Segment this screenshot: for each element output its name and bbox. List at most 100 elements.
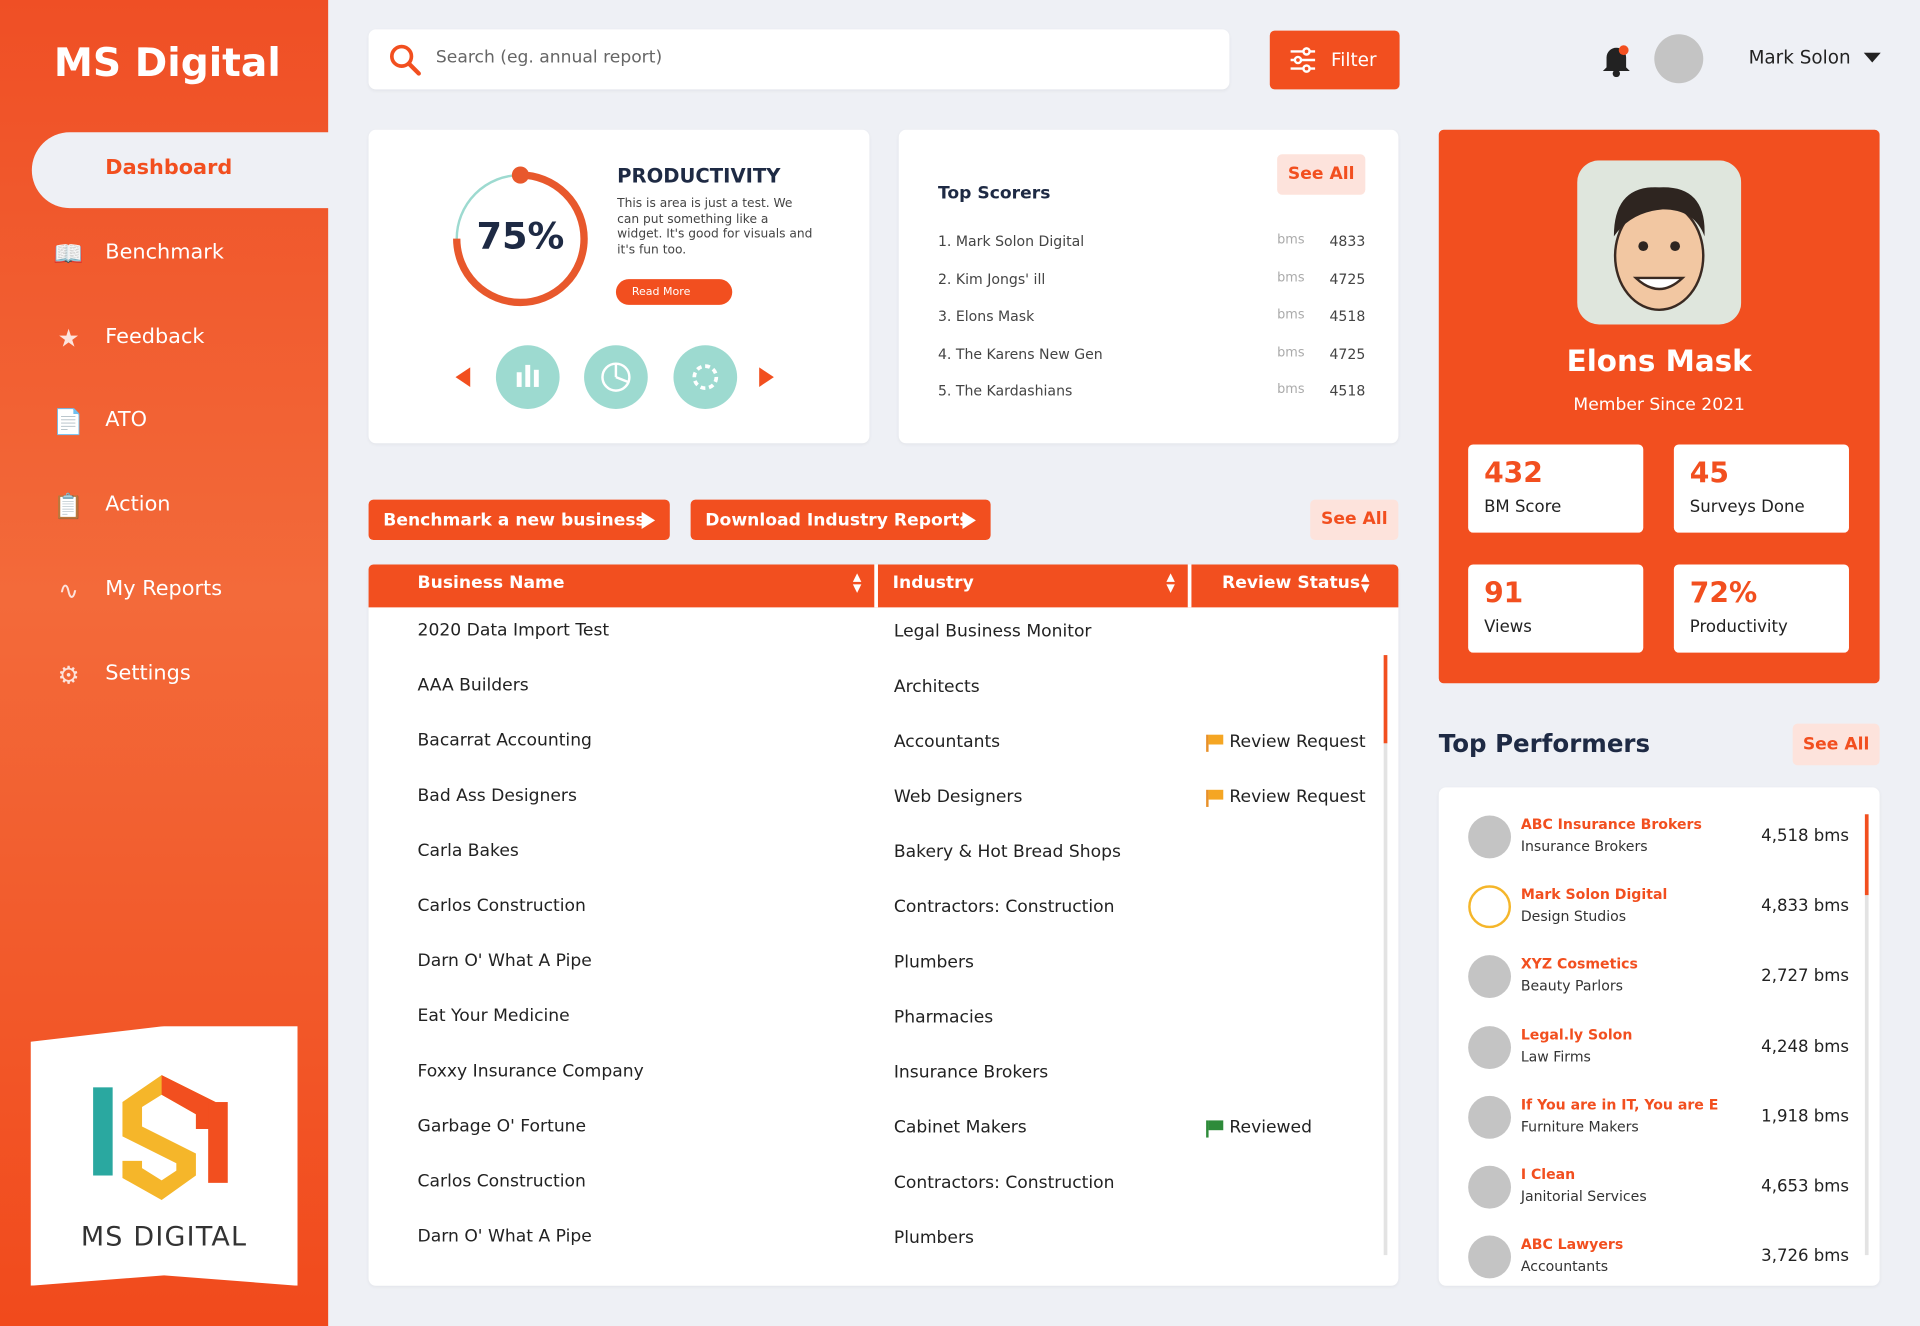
productivity-value: 75%: [476, 215, 565, 259]
nav-item[interactable]: Benchmark: [105, 239, 224, 265]
status-flag: [1206, 1120, 1224, 1138]
nav-item[interactable]: ATO: [105, 408, 148, 433]
benchmark-button[interactable]: Benchmark a new business: [368, 499, 670, 541]
business-name[interactable]: Carlos Construction: [417, 896, 586, 916]
business-name[interactable]: Bad Ass Designers: [417, 786, 577, 806]
stat-label: Views: [1484, 617, 1532, 637]
performer-score: 4,518 bms: [1761, 826, 1849, 847]
performer-name[interactable]: Mark Solon Digital: [1520, 885, 1668, 903]
business-name[interactable]: 2020 Data Import Test: [417, 620, 610, 641]
see-all-button[interactable]: See All: [1792, 723, 1880, 766]
search-box[interactable]: [368, 29, 1230, 90]
review-status: Review Request: [1229, 732, 1366, 752]
scorer-unit: bms: [1277, 382, 1305, 397]
logo-mark: [93, 1075, 228, 1201]
see-all-button[interactable]: See All: [1310, 499, 1399, 541]
bell-icon[interactable]: [1599, 43, 1633, 78]
performer-category: Accountants: [1520, 1257, 1609, 1275]
industry: Pharmacies: [893, 1007, 994, 1028]
sort-icon[interactable]: ▲ ▼: [852, 571, 862, 596]
flag: [1208, 734, 1224, 745]
active-pill: [31, 132, 330, 209]
nav-item[interactable]: Feedback: [105, 323, 205, 349]
business-name[interactable]: Garbage O' Fortune: [417, 1116, 587, 1137]
business-name[interactable]: Darn O' What A Pipe: [417, 951, 592, 972]
download-button[interactable]: Download Industry Reports: [690, 499, 991, 541]
performer-avatar: [1468, 1165, 1512, 1209]
scorer-name: 3. Elons Mask: [937, 307, 1035, 325]
logo-text: MS DIGITAL: [80, 1222, 248, 1253]
nav-icon[interactable]: ⚙: [57, 659, 80, 690]
performer-category: Janitorial Services: [1520, 1187, 1647, 1205]
sort-icon[interactable]: ▲ ▼: [1361, 571, 1370, 596]
performer-avatar: [1468, 885, 1512, 929]
nav-item[interactable]: Settings: [105, 660, 191, 686]
column-header[interactable]: Industry: [892, 573, 974, 593]
column-header[interactable]: Review Status: [1222, 573, 1361, 593]
stat-value: 432: [1484, 457, 1543, 490]
nav-item[interactable]: My Reports: [105, 576, 223, 602]
profile-since: Member Since 2021: [1573, 395, 1745, 416]
business-name[interactable]: AAA Builders: [417, 675, 529, 696]
stat-value: 45: [1689, 457, 1729, 490]
performer-category: Law Firms: [1520, 1047, 1591, 1065]
business-name[interactable]: Carlos Construction: [417, 1171, 586, 1192]
user-name[interactable]: Mark Solon: [1748, 46, 1851, 69]
performer-name[interactable]: I Clean: [1520, 1165, 1576, 1183]
see-all-button[interactable]: See All: [1277, 154, 1366, 195]
nav-icon[interactable]: ∿: [58, 575, 79, 605]
nav-icon[interactable]: 📖: [53, 238, 84, 268]
performer-avatar: [1468, 1095, 1512, 1139]
read-more[interactable]: Read More: [615, 279, 733, 305]
flag: [1208, 1120, 1224, 1131]
stat-label: Surveys Done: [1689, 497, 1805, 517]
status-flag: [1206, 734, 1224, 752]
performer-name[interactable]: If You are in IT, You are E: [1520, 1095, 1719, 1113]
performer-score: 2,727 bms: [1761, 966, 1849, 987]
stat-value: 91: [1484, 577, 1524, 610]
business-name[interactable]: Bacarrat Accounting: [417, 731, 592, 751]
performer-name[interactable]: ABC Insurance Brokers: [1520, 815, 1702, 833]
column-header[interactable]: Business Name: [417, 573, 565, 593]
profile-avatar: [1577, 160, 1742, 325]
business-name[interactable]: Darn O' What A Pipe: [417, 1226, 592, 1247]
industry: Web Designers: [893, 787, 1023, 807]
ring-knob: [511, 166, 529, 184]
industry: Contractors: Construction: [893, 897, 1115, 918]
nav-icon[interactable]: 📋: [53, 491, 84, 521]
industry: Plumbers: [893, 952, 974, 973]
business-name[interactable]: Carla Bakes: [417, 841, 519, 861]
nav-item[interactable]: Action: [105, 492, 171, 517]
scorer-name: 2. Kim Jongs' ill: [937, 270, 1046, 288]
sort-icon[interactable]: ▲ ▼: [1166, 571, 1175, 596]
review-status: Review Request: [1229, 787, 1366, 807]
productivity-text: This is area is just a test. We can put …: [617, 197, 813, 257]
search-icon: [390, 44, 421, 76]
user-caret: [1863, 52, 1881, 63]
stat-box: [1468, 444, 1644, 533]
performer-name[interactable]: Legal.ly Solon: [1520, 1025, 1633, 1043]
scrollbar[interactable]: [1864, 814, 1869, 1256]
scorer-name: 4. The Karens New Gen: [937, 344, 1103, 362]
user-avatar[interactable]: [1654, 34, 1704, 84]
industry: Insurance Brokers: [893, 1062, 1049, 1083]
performer-category: Beauty Parlors: [1520, 977, 1623, 995]
status-flag: [1206, 789, 1224, 807]
business-name[interactable]: Foxxy Insurance Company: [417, 1061, 644, 1082]
industry: Cabinet Makers: [893, 1117, 1027, 1138]
widget-icons: [455, 345, 774, 409]
arrow: [962, 511, 976, 529]
performer-name[interactable]: XYZ Cosmetics: [1520, 955, 1638, 973]
performer-name[interactable]: ABC Lawyers: [1520, 1235, 1624, 1253]
scrollbar-thumb[interactable]: [1864, 814, 1869, 896]
scorer-name: 1. Mark Solon Digital: [937, 232, 1085, 250]
scrollbar-thumb[interactable]: [1383, 655, 1388, 744]
scorer-unit: bms: [1277, 232, 1305, 248]
business-name[interactable]: Eat Your Medicine: [417, 1006, 570, 1027]
performer-avatar: [1468, 815, 1512, 859]
scrollbar[interactable]: [1383, 655, 1388, 1256]
nav-icon[interactable]: 📄: [53, 407, 84, 437]
nav-icon[interactable]: ★: [57, 322, 80, 353]
nav-item-active[interactable]: Dashboard: [105, 155, 233, 181]
scorer-score: 4725: [1329, 270, 1366, 288]
